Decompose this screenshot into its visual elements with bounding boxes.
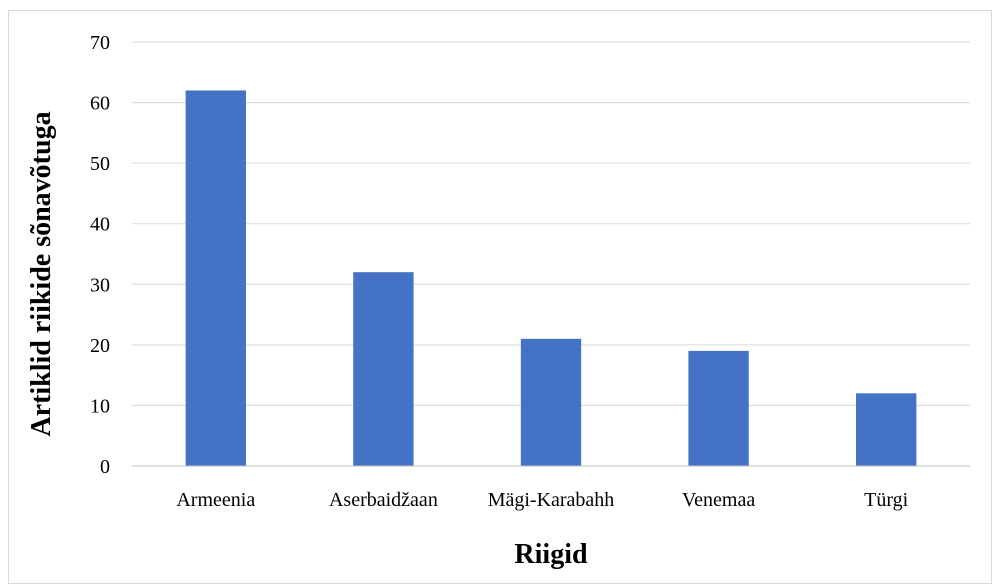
chart-frame bbox=[8, 10, 992, 584]
x-tick-label: Venemaa bbox=[682, 489, 755, 511]
y-tick-label: 60 bbox=[90, 93, 110, 115]
y-tick-labels: 0 10 20 30 40 50 60 70 bbox=[90, 32, 110, 478]
x-tick-labels: Armeenia Aserbaidžaan Mägi-Karabahh Venemaa… bbox=[176, 489, 908, 511]
y-tick-label: 20 bbox=[90, 335, 110, 357]
y-tick-label: 70 bbox=[90, 32, 110, 54]
bar-türgi bbox=[856, 393, 917, 466]
x-axis-title: Riigid bbox=[514, 539, 588, 570]
x-tick-label: Armeenia bbox=[176, 489, 255, 511]
y-tick-label: 30 bbox=[90, 274, 110, 296]
y-tick-label: 50 bbox=[90, 153, 110, 175]
bar-aserbaidžaan bbox=[353, 272, 414, 466]
bars bbox=[185, 90, 917, 466]
y-tick-label: 10 bbox=[90, 395, 110, 417]
gridlines bbox=[132, 41, 970, 406]
x-tick-label: Türgi bbox=[864, 489, 909, 511]
bar-armeenia bbox=[185, 90, 246, 466]
bar-venemaa bbox=[688, 350, 749, 466]
y-tick-label: 0 bbox=[100, 456, 110, 478]
y-tick-label: 40 bbox=[90, 214, 110, 236]
x-tick-label: Mägi-Karabahh bbox=[488, 489, 615, 511]
bar-mägi-karabahh bbox=[520, 338, 582, 466]
y-axis-title: Artiklid riikide sõnavõtuga bbox=[26, 111, 57, 436]
x-tick-label: Aserbaidžaan bbox=[329, 489, 438, 511]
